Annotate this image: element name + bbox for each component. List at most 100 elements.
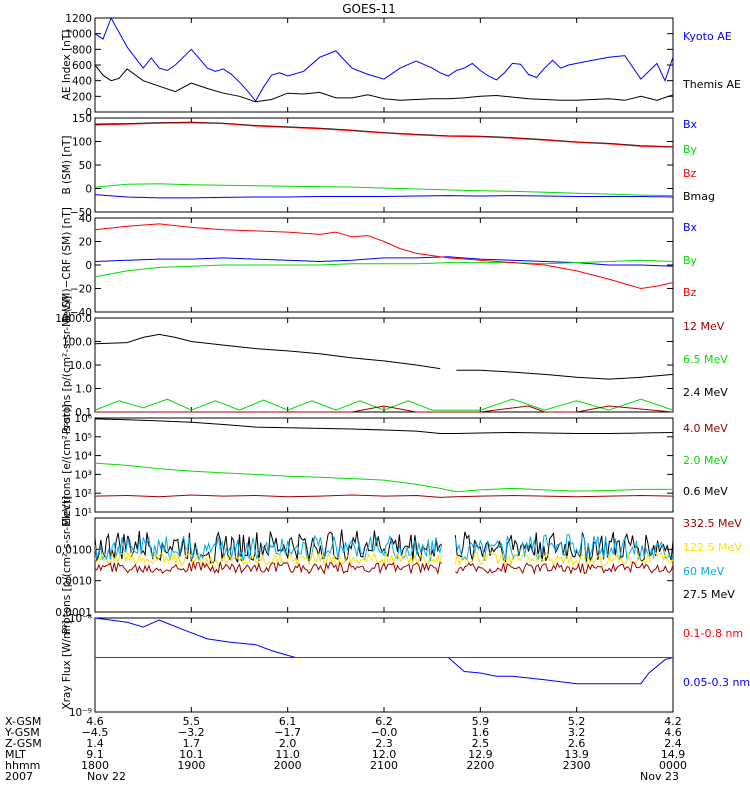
y-tick-label: 10⁵	[74, 432, 92, 444]
series-line-2-4-mev	[94, 333, 441, 370]
x-tick-label: 13.9	[564, 748, 589, 761]
y-tick-label: 1000	[65, 29, 92, 41]
y-axis-label: AE Index [nT]	[61, 30, 73, 101]
x-tick-label: 4.2	[664, 715, 682, 728]
x-tick-label: −1.7	[274, 726, 301, 739]
x-tick-label: 2.5	[472, 737, 490, 750]
x-tick-label: 10.1	[179, 748, 204, 761]
legend-entry: 4.0 MeV	[683, 422, 728, 435]
legend-entry: 60 MeV	[683, 565, 725, 578]
y-tick-label: 10³	[74, 469, 92, 481]
y-tick-label: 400	[72, 76, 92, 88]
y-tick-label: 20	[79, 237, 92, 249]
panel-frame	[94, 317, 674, 413]
y-tick-label: 600	[72, 60, 92, 72]
legend-entry: 6.5 MeV	[683, 353, 728, 366]
panel-3: −40 −20 0 20 40 B (SM)−CRF (SM) [nT] Bx By Bz	[61, 207, 698, 323]
x-row-label: X-GSM	[5, 715, 41, 728]
legend-entry: 12 MeV	[683, 320, 725, 333]
series-line-bx	[94, 194, 674, 199]
x-tick-label: 2.6	[568, 737, 586, 750]
y-axis-label: Protons [p/(cm²-s-sr-MeV)]	[61, 296, 73, 434]
series-line-6-5-mev	[94, 398, 674, 411]
legend-entry: 0.1-0.8 nm	[683, 627, 743, 640]
y-tick-label: 200	[72, 91, 92, 103]
x-row-label: MLT	[5, 748, 26, 761]
x-tick-label: 1.7	[183, 737, 201, 750]
series-line-by	[94, 259, 674, 278]
x-tick-label: 4.6	[664, 726, 682, 739]
x-tick-label: −3.2	[178, 726, 205, 739]
y-tick-label: 10¹	[74, 507, 92, 519]
x-tick-label: 12.0	[372, 748, 397, 761]
y-tick-label: 0.1	[75, 407, 92, 419]
y-tick-label: 150	[72, 113, 92, 125]
chart-title: GOES-11	[342, 2, 396, 16]
y-axis-label: Electrons [e/(cm²-s-sr)]	[61, 404, 73, 525]
legend-entry: Bmag	[683, 190, 715, 203]
y-tick-label: 1000.0	[55, 313, 92, 325]
y-tick-label: 0.0001	[55, 607, 92, 619]
legend-entry: Bz	[683, 167, 697, 180]
panel-frame	[94, 17, 674, 113]
series-line-60-mev	[94, 533, 674, 563]
legend-entry: 0.05-0.3 nm	[683, 676, 750, 689]
x-tick-label: 12.9	[468, 748, 493, 761]
x-tick-label: 2.4	[664, 737, 682, 750]
y-tick-label: −20	[70, 284, 92, 296]
x-tick-label: 5.2	[568, 715, 586, 728]
y-tick-label: 10⁻⁸	[69, 613, 92, 625]
x-tick-label: Nov 22	[87, 770, 126, 783]
x-tick-label: 3.2	[568, 726, 586, 739]
legend-entry: Themis AE	[682, 78, 741, 91]
x-tick-label: 9.1	[86, 748, 104, 761]
y-axis-label: Xray Flux [W/m²]	[61, 620, 73, 709]
series-line-kyoto-ae	[94, 16, 674, 102]
legend-entry: 2.0 MeV	[683, 454, 728, 467]
y-tick-label: 1200	[65, 13, 92, 25]
x-tick-label: 2.0	[279, 737, 297, 750]
series-line-2-0-mev	[94, 462, 673, 493]
x-tick-label: 6.2	[375, 715, 393, 728]
y-tick-label: 10²	[74, 488, 92, 500]
series-line-bz	[94, 223, 674, 290]
x-tick-label: 4.6	[86, 715, 104, 728]
y-tick-label: 800	[72, 44, 92, 56]
series-line-4-0-mev	[94, 494, 674, 498]
legend-entry: Bz	[683, 286, 697, 299]
panel-1: 0 200 400 600 800 1000 1200 AE Index [nT] Kyoto …	[61, 13, 741, 119]
y-tick-label: 100	[72, 137, 92, 149]
y-tick-label: 0	[85, 184, 92, 196]
panel-frame	[94, 617, 674, 713]
legend-entry: 27.5 MeV	[683, 588, 735, 601]
series-line-themis-ae	[94, 64, 674, 103]
series-line-332-5-mev	[94, 560, 674, 576]
y-tick-label: −40	[70, 307, 92, 319]
x-tick-label: 2300	[563, 759, 591, 772]
legend-entry: 2.4 MeV	[683, 386, 728, 399]
legend-entry: Bx	[683, 221, 698, 234]
y-tick-label: 0	[85, 107, 92, 119]
x-row-label: Y-GSM	[4, 726, 40, 739]
y-tick-label: 0.0010	[55, 576, 92, 588]
x-tick-label: 2.3	[375, 737, 393, 750]
y-tick-label: 1.0	[75, 384, 92, 396]
x-row-label: 2007	[5, 770, 33, 783]
legend-entry: Kyoto AE	[683, 30, 732, 43]
x-tick-label: 2200	[466, 759, 494, 772]
x-tick-label: 6.1	[279, 715, 297, 728]
y-tick-label: 40	[79, 213, 92, 225]
y-tick-label: 0.0100	[55, 544, 92, 556]
x-tick-label: 1.4	[86, 737, 104, 750]
series-line-bx	[94, 256, 674, 267]
y-tick-label: −50	[70, 207, 92, 219]
x-tick-label: 11.0	[275, 748, 300, 761]
x-tick-label: −0.0	[371, 726, 398, 739]
y-tick-label: 10.0	[69, 360, 92, 372]
legend-entry: 332.5 MeV	[683, 517, 742, 530]
